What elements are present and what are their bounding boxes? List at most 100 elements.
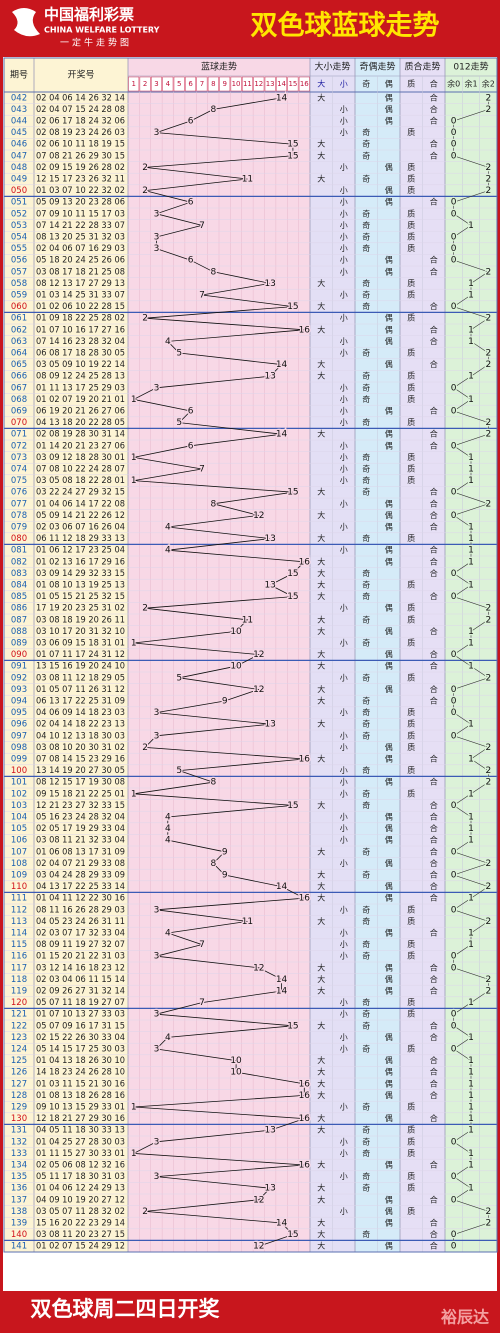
draw-numbers: 12 18 21 27 29 30 16 — [36, 1114, 125, 1124]
attribute: 大 — [317, 92, 325, 102]
blue-value: 15 — [287, 801, 298, 811]
blue-value: 12 — [253, 1242, 264, 1252]
attribute: 大 — [317, 1194, 325, 1204]
remainder-value: 2 — [485, 778, 491, 788]
sub-header-label: 余0 — [447, 79, 460, 89]
attribute: 大 — [317, 1229, 325, 1239]
blue-value: 3 — [154, 209, 160, 219]
remainder-value: 1 — [468, 372, 474, 382]
attribute: 偶 — [385, 162, 393, 172]
remainder-value: 0 — [451, 1010, 457, 1020]
period: 081 — [11, 546, 27, 556]
remainder-value: 1 — [468, 1091, 474, 1101]
attribute: 偶 — [385, 928, 393, 938]
blue-col-label: 3 — [154, 80, 158, 88]
period: 085 — [11, 592, 27, 602]
period: 045 — [11, 128, 27, 138]
draw-numbers: 02 03 06 07 16 26 04 — [36, 523, 125, 533]
attribute: 偶 — [385, 406, 393, 416]
blue-value: 2 — [142, 1207, 148, 1217]
draw-numbers: 03 08 10 20 30 31 02 — [36, 743, 125, 753]
attribute: 偶 — [385, 812, 393, 822]
attribute: 合 — [430, 1067, 438, 1077]
attribute: 质 — [407, 742, 415, 752]
attribute: 奇 — [362, 638, 370, 648]
remainder-value: 1 — [468, 662, 474, 672]
draw-numbers: 02 05 17 19 29 33 04 — [36, 824, 125, 834]
attribute: 质 — [407, 1171, 415, 1181]
attribute: 奇 — [362, 208, 370, 218]
attribute: 合 — [430, 1020, 438, 1030]
blue-value: 12 — [253, 685, 264, 695]
attribute: 小 — [340, 1149, 348, 1158]
attribute: 合 — [430, 92, 438, 102]
attribute: 合 — [430, 835, 438, 845]
period: 043 — [11, 105, 27, 115]
attribute: 大 — [317, 1067, 325, 1077]
period: 074 — [11, 465, 27, 475]
blue-value: 13 — [264, 1184, 275, 1194]
draw-numbers: 03 05 07 11 28 32 02 — [36, 1207, 125, 1217]
period: 127 — [11, 1079, 27, 1089]
remainder-value: 1 — [468, 557, 474, 567]
attribute: 大 — [317, 881, 325, 891]
attribute: 合 — [430, 545, 438, 555]
blue-value: 1 — [131, 789, 137, 799]
draw-numbers: 04 10 12 13 18 30 03 — [36, 731, 125, 741]
remainder-value: 1 — [468, 1114, 474, 1124]
attribute: 偶 — [385, 510, 393, 520]
blue-value: 3 — [154, 383, 160, 393]
attribute: 小 — [340, 453, 348, 462]
blue-value: 13 — [264, 534, 275, 544]
remainder-value: 1 — [468, 720, 474, 730]
attribute: 奇 — [362, 1009, 370, 1019]
blue-value: 15 — [287, 1230, 298, 1240]
remainder-value: 1 — [468, 534, 474, 544]
attribute: 奇 — [362, 719, 370, 729]
remainder-value: 0 — [451, 592, 457, 602]
blue-col-head — [298, 76, 310, 92]
blue-value: 10 — [230, 662, 242, 672]
remainder-value: 0 — [451, 1021, 457, 1031]
blue-col-label: 2 — [143, 80, 147, 88]
remainder-value: 1 — [468, 627, 474, 637]
header-label: 大小走势 — [314, 61, 350, 73]
attribute: 合 — [430, 116, 438, 126]
period: 056 — [11, 256, 27, 266]
attribute: 偶 — [385, 359, 393, 369]
remainder-value: 1 — [468, 279, 474, 289]
period: 129 — [11, 1103, 27, 1113]
period: 137 — [11, 1195, 27, 1205]
blue-value: 3 — [154, 244, 160, 254]
attribute: 大 — [317, 696, 325, 706]
draw-numbers: 01 14 20 21 23 27 06 — [36, 441, 125, 451]
period: 096 — [11, 720, 27, 730]
draw-numbers: 06 08 17 18 28 30 05 — [36, 349, 125, 359]
attribute: 偶 — [385, 1090, 393, 1100]
period: 046 — [11, 140, 27, 150]
attribute: 偶 — [385, 1032, 393, 1042]
draw-numbers: 14 18 23 24 26 28 10 — [36, 1068, 125, 1078]
attribute: 合 — [430, 255, 438, 265]
blue-value: 3 — [154, 905, 160, 915]
attribute: 偶 — [385, 522, 393, 532]
attribute: 奇 — [362, 452, 370, 462]
attribute: 合 — [430, 1055, 438, 1065]
draw-numbers: 05 07 09 16 17 31 15 — [36, 1021, 125, 1031]
draw-numbers: 08 13 20 25 31 32 03 — [36, 233, 125, 243]
remainder-value: 1 — [468, 929, 474, 939]
blue-value: 6 — [188, 407, 194, 417]
remainder-value: 1 — [468, 998, 474, 1008]
attribute: 质 — [407, 603, 415, 613]
blue-value: 14 — [276, 1219, 288, 1229]
attribute: 质 — [407, 707, 415, 717]
blue-col-head — [264, 76, 276, 92]
blue-value: 3 — [154, 731, 160, 741]
blue-col-label: 5 — [177, 80, 181, 88]
attribute: 大 — [317, 510, 325, 520]
attribute: 大 — [317, 568, 325, 578]
blue-value: 15 — [287, 302, 298, 312]
draw-numbers: 13 15 16 19 20 24 10 — [36, 662, 125, 672]
attribute: 质 — [407, 1009, 415, 1019]
